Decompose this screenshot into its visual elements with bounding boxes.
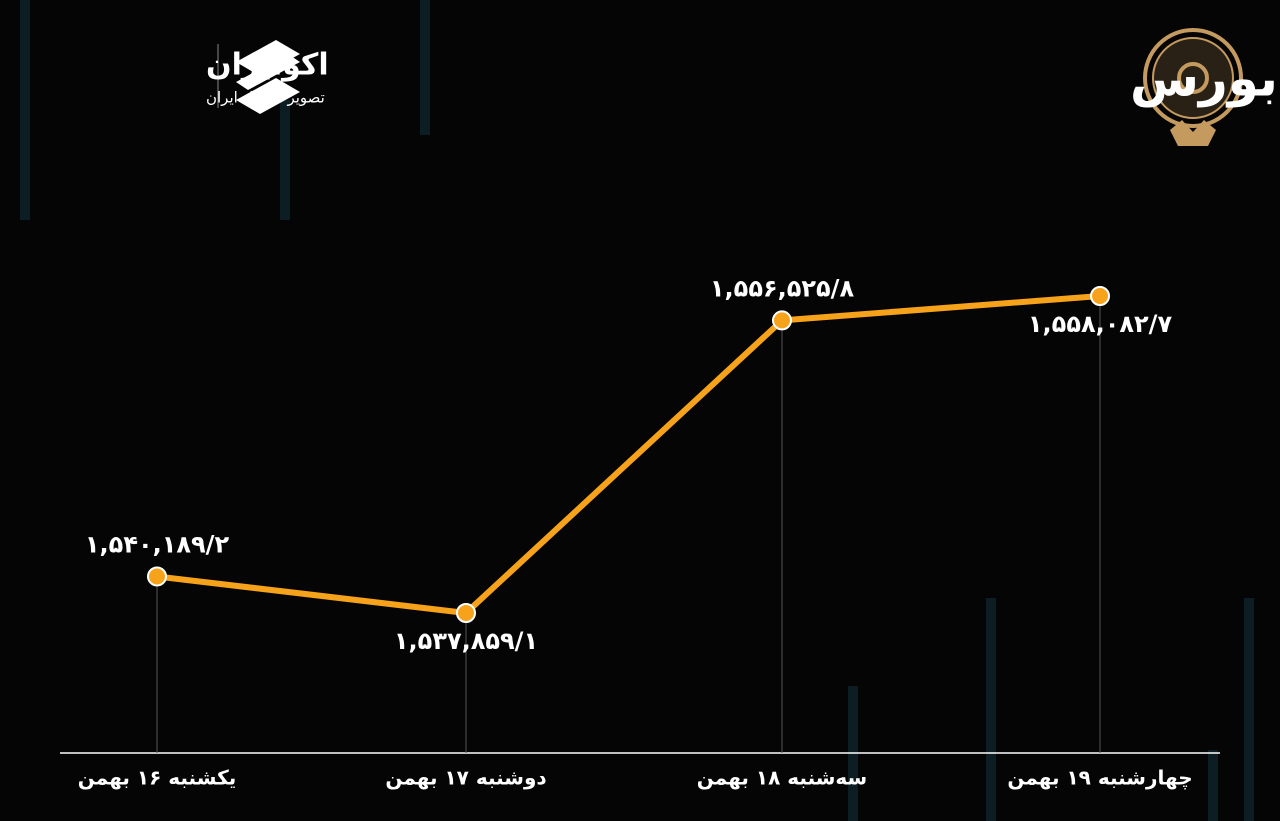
value-label: ۱,۵۵۸,۰۸۲/۷ — [1028, 310, 1173, 338]
line — [156, 293, 1101, 616]
chart-title: روند هفته شاخص کل بورس — [1130, 50, 1280, 109]
x-tick-label: سه‌شنبه ۱۸ بهمن — [697, 766, 867, 790]
point — [147, 566, 167, 587]
point — [456, 603, 476, 623]
brand-tagline: تصویر اقتصاد ایران — [206, 89, 325, 107]
value-label: ۱,۵۴۰,۱۸۹/۲ — [85, 530, 230, 558]
point — [1090, 286, 1110, 306]
value-label: ۱,۵۵۶,۵۲۵/۸ — [710, 274, 855, 302]
exchange-emblem — [1143, 28, 1243, 146]
background-decoration — [20, 0, 1254, 821]
value-label: ۱,۵۳۷,۸۵۹/۱ — [394, 627, 538, 655]
x-tick-label: چهارشنبه ۱۹ بهمن — [1007, 766, 1192, 791]
brand-name: اکوایران — [206, 48, 329, 83]
x-tick-label: دوشنبه ۱۷ بهمن — [385, 766, 546, 790]
point — [772, 310, 792, 331]
brand-logo — [217, 40, 300, 114]
x-tick-label: یکشنبه ۱۶ بهمن — [78, 766, 236, 790]
